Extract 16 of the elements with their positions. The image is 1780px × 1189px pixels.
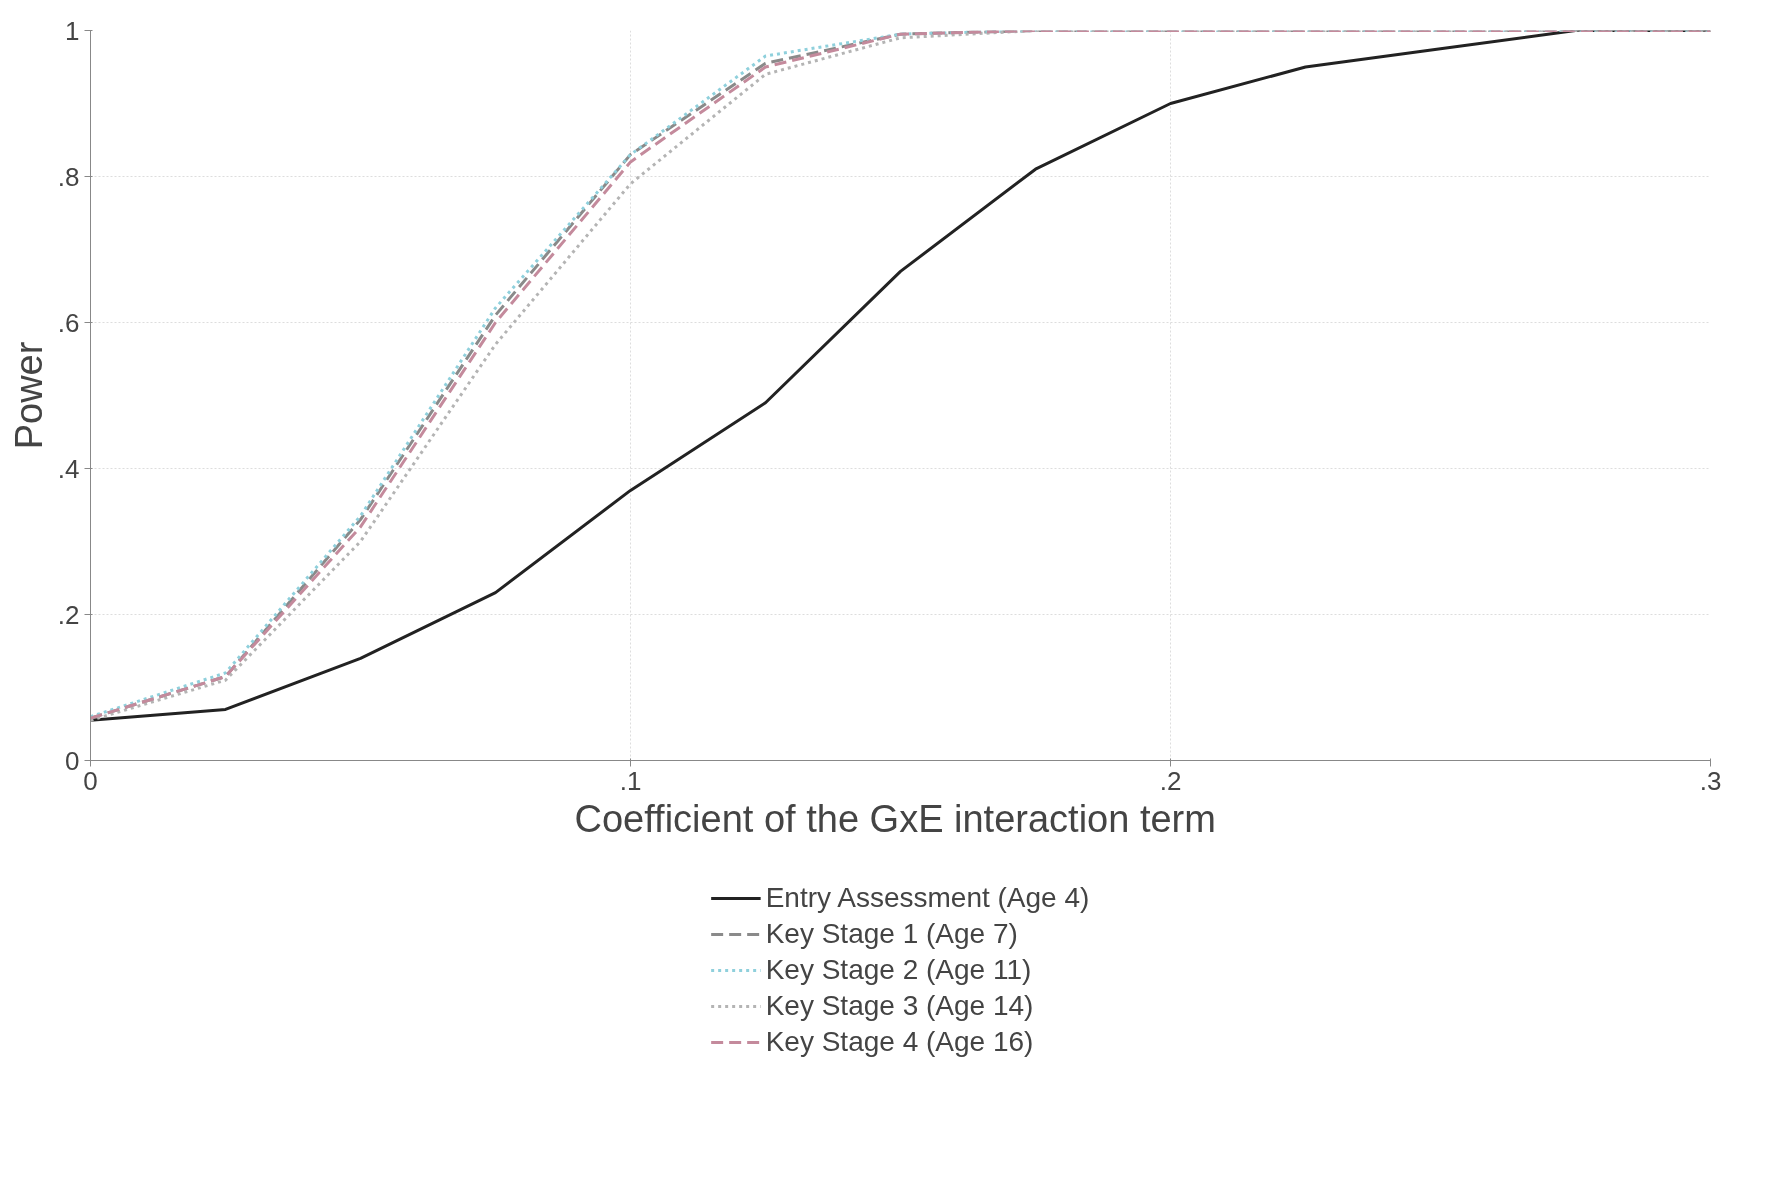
x-tick-label: .3 bbox=[1699, 765, 1722, 796]
y-tick-label: 0 bbox=[65, 745, 80, 776]
x-axis-title: Coefficient of the GxE interaction term bbox=[574, 797, 1216, 840]
legend-label: Key Stage 4 (Age 16) bbox=[765, 1026, 1034, 1058]
x-tick-label: .2 bbox=[1159, 765, 1182, 796]
legend-label: Key Stage 1 (Age 7) bbox=[765, 918, 1018, 950]
legend-label: Key Stage 3 (Age 14) bbox=[765, 990, 1034, 1022]
legend-label: Key Stage 2 (Age 11) bbox=[765, 954, 1032, 986]
legend-label: Entry Assessment (Age 4) bbox=[765, 882, 1090, 914]
x-tick-label: .1 bbox=[619, 765, 642, 796]
y-tick-label: .6 bbox=[57, 307, 80, 338]
y-tick-label: .2 bbox=[57, 599, 80, 630]
y-tick-label: 1 bbox=[65, 15, 80, 46]
y-tick-label: .4 bbox=[57, 453, 80, 484]
y-tick-label: .8 bbox=[57, 161, 80, 192]
y-axis-title: Power bbox=[7, 341, 50, 450]
